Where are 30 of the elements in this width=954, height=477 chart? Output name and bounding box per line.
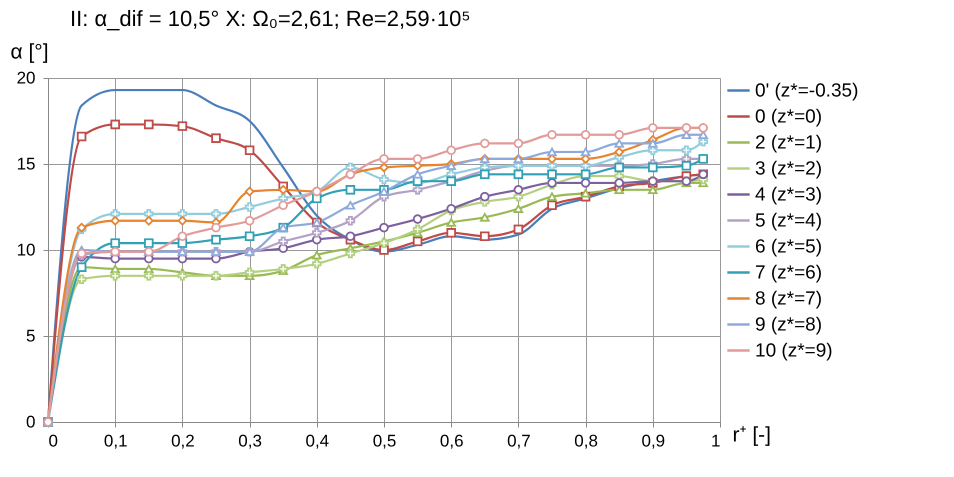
x-tick-label: 1: [711, 432, 720, 450]
legend-label: 7 (z*=6): [755, 262, 822, 284]
x-tick-label: 0,5: [372, 432, 396, 450]
x-tick-label: 0,3: [238, 432, 262, 450]
y-axis-title: α [°]: [10, 40, 49, 64]
x-axis-title: r⁺ [-]: [732, 424, 771, 446]
legend-label: 8 (z*=7): [755, 288, 822, 310]
x-tick-label: 0,4: [305, 432, 330, 450]
x-tick-label: 0,7: [507, 432, 531, 450]
y-tick-label: 20: [16, 68, 36, 88]
x-tick-label: 0,1: [104, 432, 128, 450]
legend-label: 3 (z*=2): [755, 158, 822, 180]
legend-label: 9 (z*=8): [755, 314, 822, 336]
y-tick-label: 5: [26, 326, 36, 346]
legend-label: 2 (z*=1): [755, 132, 822, 154]
chart-title: II: α_dif = 10,5° X: Ω₀=2,61; Re=2,59·10⁵: [70, 6, 471, 31]
x-tick-label: 0,8: [574, 432, 598, 450]
x-tick-label: 0,2: [171, 432, 195, 450]
x-tick-label: 0,6: [440, 432, 464, 450]
legend-label: 0' (z*=-0.35): [755, 80, 858, 102]
legend-label: 6 (z*=5): [755, 236, 822, 258]
legend-label: 5 (z*=4): [755, 210, 822, 232]
legend-label: 4 (z*=3): [755, 184, 822, 206]
x-tick-label: 0: [48, 432, 58, 450]
x-tick-label: 0,9: [641, 432, 666, 450]
y-tick-label: 15: [16, 154, 36, 174]
legend-label: 10 (z*=9): [755, 340, 833, 362]
y-tick-label: 0: [26, 412, 36, 432]
legend-label: 0 (z*=0): [755, 106, 822, 128]
y-tick-label: 10: [16, 240, 36, 260]
